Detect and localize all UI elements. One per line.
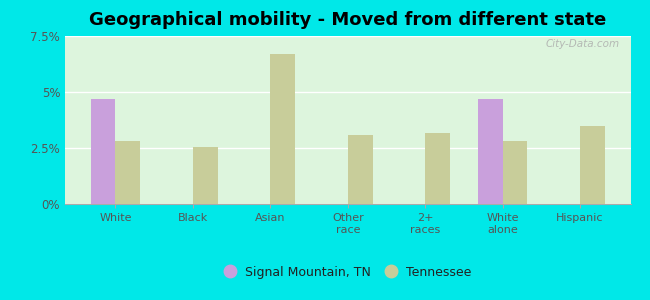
Bar — [348, 135, 372, 204]
Title: Geographical mobility - Moved from different state: Geographical mobility - Moved from diffe… — [89, 11, 606, 29]
Bar — [580, 126, 604, 204]
Bar — [502, 141, 527, 204]
Bar — [270, 54, 295, 204]
Legend: Signal Mountain, TN, Tennessee: Signal Mountain, TN, Tennessee — [218, 260, 477, 285]
Bar — [478, 99, 502, 204]
Bar — [425, 134, 450, 204]
Text: City-Data.com: City-Data.com — [545, 39, 619, 50]
Bar — [116, 141, 140, 204]
Bar — [193, 147, 218, 204]
Bar — [91, 99, 116, 204]
